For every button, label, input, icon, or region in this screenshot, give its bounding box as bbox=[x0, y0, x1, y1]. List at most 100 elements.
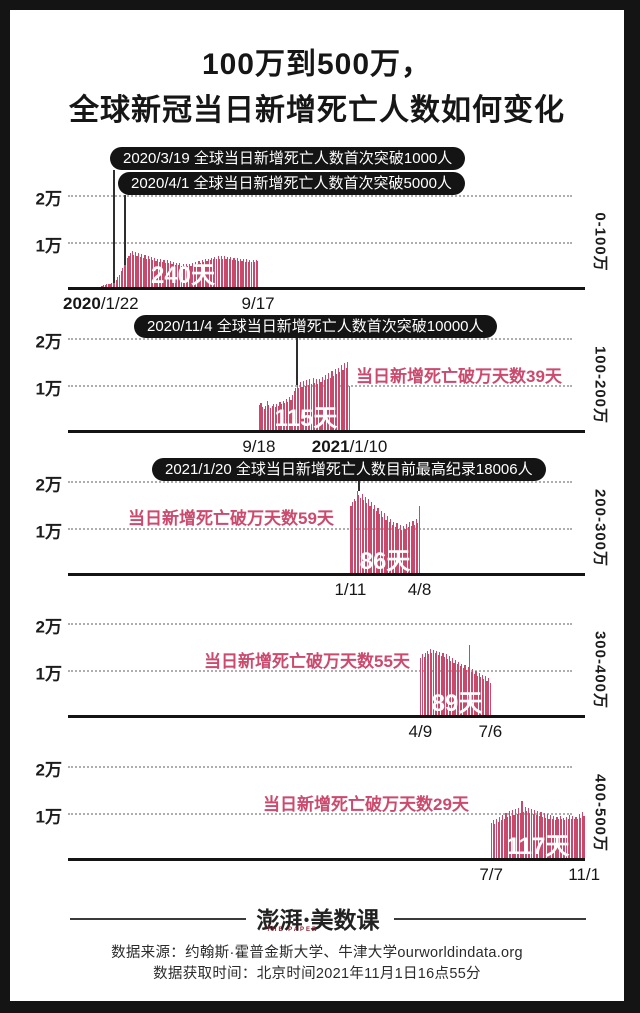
bar bbox=[546, 813, 548, 859]
brand-divider-right bbox=[394, 918, 586, 920]
bar bbox=[425, 653, 427, 716]
bar bbox=[439, 651, 441, 716]
bar bbox=[172, 262, 175, 288]
bar bbox=[366, 503, 368, 574]
bar bbox=[564, 820, 566, 859]
bar bbox=[351, 502, 354, 574]
bar bbox=[353, 498, 355, 574]
bar bbox=[407, 527, 409, 574]
bar bbox=[149, 259, 151, 288]
bar bbox=[489, 682, 491, 716]
bar bbox=[436, 650, 438, 716]
bar bbox=[382, 516, 384, 574]
bar bbox=[250, 262, 253, 288]
bar bbox=[542, 816, 544, 859]
bar bbox=[464, 665, 466, 716]
milestone-leader-line bbox=[123, 195, 126, 265]
bar bbox=[562, 817, 564, 859]
frame-border-left bbox=[0, 0, 10, 1013]
bar bbox=[174, 265, 176, 288]
gridline-1万 bbox=[68, 528, 572, 530]
milestone-leader-line bbox=[296, 338, 299, 385]
bar bbox=[233, 257, 235, 288]
bar bbox=[361, 493, 363, 574]
bar bbox=[543, 813, 545, 859]
bar bbox=[462, 668, 464, 716]
x-axis-label-start: 9/18 bbox=[242, 437, 276, 456]
bar bbox=[298, 387, 300, 431]
bar bbox=[420, 658, 422, 716]
x-axis-line bbox=[68, 858, 585, 861]
bar bbox=[295, 388, 297, 431]
duration-label: 240天 bbox=[150, 262, 216, 289]
bar bbox=[470, 671, 472, 716]
bar bbox=[383, 513, 385, 574]
gridline-1万 bbox=[68, 385, 572, 387]
x-axis-line bbox=[68, 287, 585, 290]
bar bbox=[521, 801, 523, 859]
bar bbox=[288, 397, 290, 431]
bar bbox=[508, 811, 510, 859]
bar bbox=[277, 405, 279, 431]
bar bbox=[258, 405, 260, 431]
bar bbox=[282, 401, 284, 431]
gridline-1万 bbox=[68, 813, 572, 815]
bar bbox=[423, 657, 425, 716]
bar bbox=[532, 813, 534, 859]
y-tick-label: 2万 bbox=[35, 332, 62, 352]
bar bbox=[328, 373, 330, 431]
bar bbox=[262, 407, 264, 431]
bar bbox=[484, 676, 486, 716]
bar bbox=[391, 525, 393, 574]
bar bbox=[271, 406, 273, 431]
bar bbox=[428, 654, 430, 716]
bar bbox=[410, 526, 412, 574]
bar bbox=[551, 819, 553, 859]
page-title-line1: 100万到500万， bbox=[201, 48, 433, 81]
bar bbox=[126, 258, 128, 288]
gridline-1万 bbox=[68, 242, 572, 244]
bar bbox=[114, 281, 116, 288]
bar bbox=[320, 382, 322, 431]
bar bbox=[244, 261, 246, 288]
bar bbox=[120, 271, 122, 288]
bar bbox=[235, 260, 237, 288]
bar bbox=[577, 818, 579, 859]
bar bbox=[344, 362, 346, 431]
bar bbox=[340, 365, 343, 431]
bar bbox=[136, 255, 138, 288]
bar bbox=[329, 377, 331, 431]
bar bbox=[212, 259, 214, 288]
bar bbox=[296, 384, 298, 431]
gridline-2万 bbox=[68, 766, 572, 768]
bar bbox=[386, 516, 389, 574]
bar bbox=[321, 376, 324, 431]
bar bbox=[110, 283, 113, 288]
bar bbox=[307, 385, 309, 431]
bar bbox=[497, 822, 499, 859]
bar bbox=[413, 525, 416, 574]
bar bbox=[399, 525, 401, 574]
bar bbox=[443, 657, 446, 716]
x-axis-label-start: 7/7 bbox=[479, 865, 503, 884]
bar bbox=[510, 815, 512, 859]
bar bbox=[442, 652, 444, 716]
x-axis-label-end: 7/6 bbox=[478, 722, 503, 741]
bar bbox=[227, 256, 229, 288]
bar bbox=[131, 251, 133, 288]
bar bbox=[519, 813, 521, 859]
bar bbox=[254, 262, 256, 288]
bar bbox=[336, 373, 338, 431]
gridline-2万 bbox=[68, 481, 572, 483]
bar bbox=[406, 524, 408, 574]
bar bbox=[211, 257, 213, 288]
bar bbox=[575, 816, 577, 859]
page-title-line2: 全球新冠当日新增死亡人数如何变化 bbox=[69, 94, 565, 127]
bar bbox=[380, 510, 382, 574]
bar bbox=[242, 259, 245, 288]
bar bbox=[115, 279, 117, 288]
bar bbox=[207, 258, 210, 288]
bar bbox=[573, 819, 575, 859]
